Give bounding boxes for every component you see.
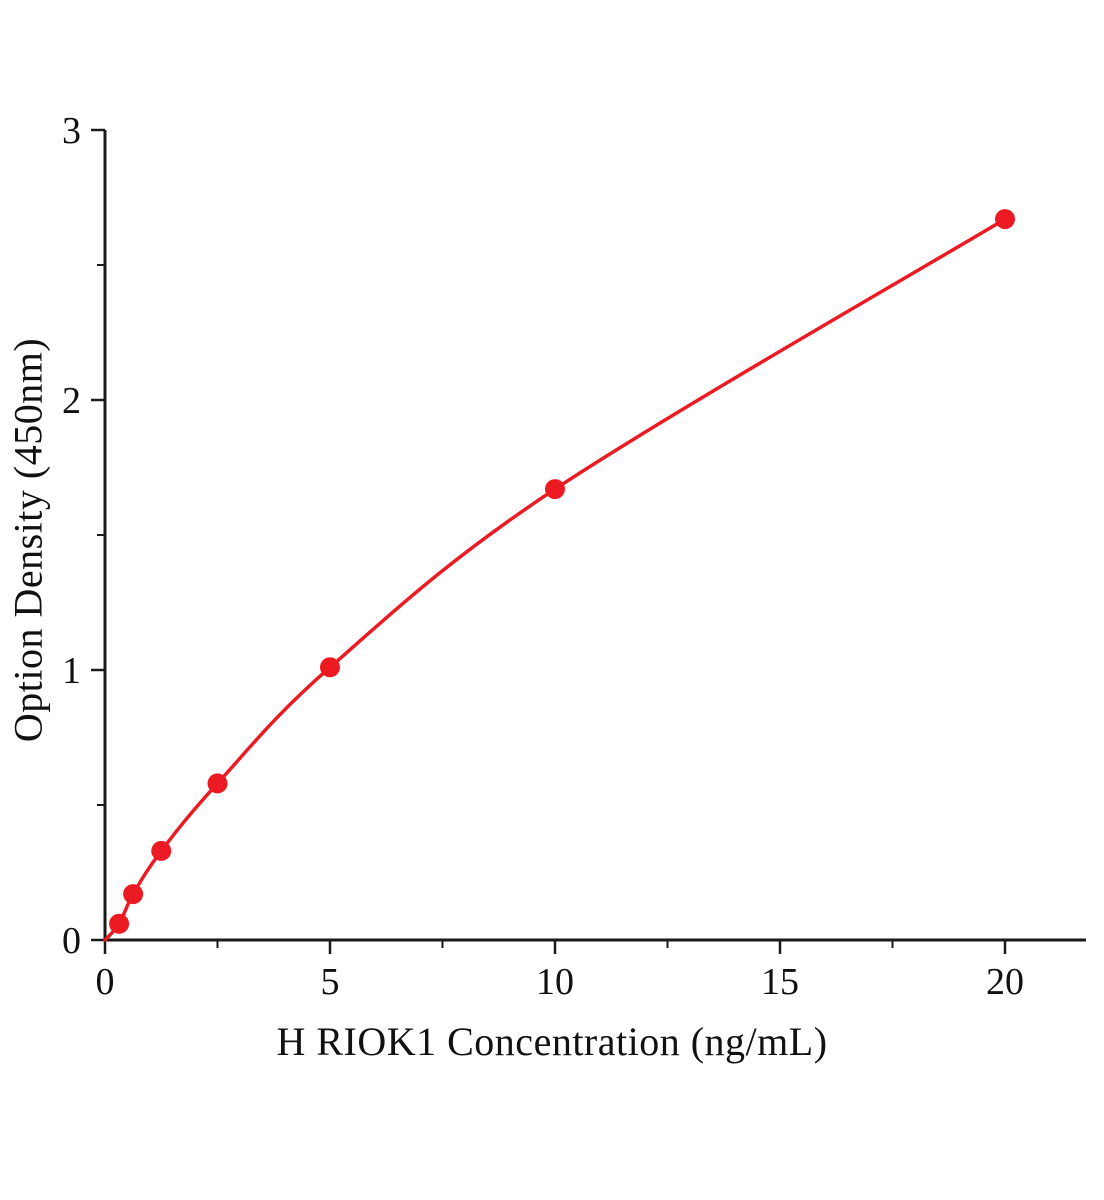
x-tick-label: 0	[96, 961, 115, 1003]
x-tick-label: 15	[761, 961, 799, 1003]
y-tick-label: 2	[62, 380, 81, 422]
data-point-marker	[123, 884, 144, 905]
x-tick-label: 5	[321, 961, 340, 1003]
x-axis-title: H RIOK1 Concentration (ng/mL)	[276, 1019, 828, 1064]
data-point-marker	[320, 657, 340, 678]
data-point-marker	[207, 773, 228, 794]
data-point-marker	[545, 479, 565, 500]
x-tick-label: 10	[536, 961, 574, 1003]
y-axis-title: Option Density (450nm)	[5, 337, 51, 743]
data-point-marker	[109, 913, 130, 934]
x-tick-label: 20	[986, 961, 1024, 1003]
data-point-marker	[151, 840, 172, 861]
y-tick-label: 1	[62, 650, 81, 692]
data-point-marker	[995, 209, 1015, 230]
standard-curve-line	[103, 217, 1007, 942]
y-tick-label: 0	[62, 920, 81, 962]
y-tick-label: 3	[62, 110, 81, 152]
